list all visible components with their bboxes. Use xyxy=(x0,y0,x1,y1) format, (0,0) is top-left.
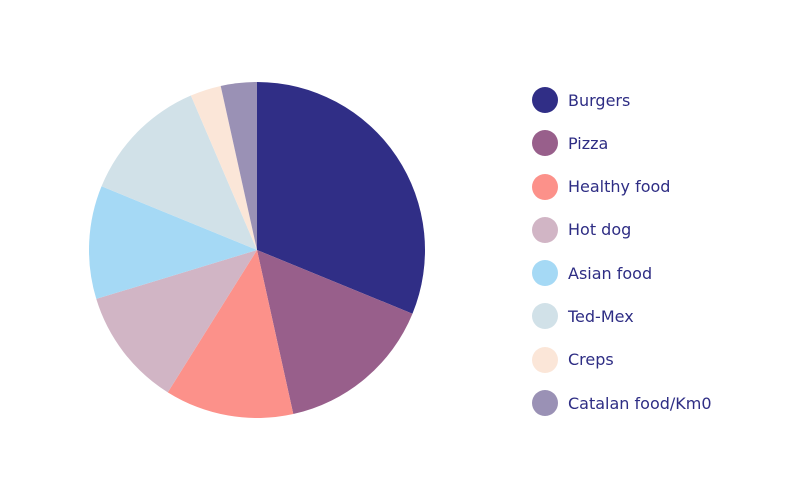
pie-slice-creps xyxy=(190,85,257,250)
legend-swatch-ted-mex xyxy=(532,303,558,330)
legend-item-ted-mex: Ted-Mex xyxy=(532,302,712,330)
legend-item-catalan-food: Catalan food/Km0 xyxy=(532,389,712,417)
pie-slice-pizza xyxy=(257,250,413,415)
legend-label-pizza: Pizza xyxy=(568,133,609,153)
legend-label-burgers: Burgers xyxy=(568,90,631,110)
pie-slice-healthy-food xyxy=(167,250,294,418)
legend-swatch-creps xyxy=(532,346,558,373)
legend-label-asian-food: Asian food xyxy=(568,263,653,283)
legend-item-burgers: Burgers xyxy=(532,86,712,114)
pie-slice-ted-mex xyxy=(101,95,257,250)
pie-slice-burgers xyxy=(257,82,426,314)
legend-item-hot-dog: Hot dog xyxy=(532,216,712,244)
legend-label-healthy-food: Healthy food xyxy=(568,177,671,197)
pie-slice-asian-food xyxy=(88,186,257,299)
legend-item-creps: Creps xyxy=(532,346,712,374)
legend-item-healthy-food: Healthy food xyxy=(532,173,712,201)
pie-slice-catalan-food-km0 xyxy=(220,82,257,250)
legend-swatch-pizza xyxy=(532,130,558,157)
legend-label-creps: Creps xyxy=(568,350,614,370)
legend-swatch-burgers xyxy=(532,87,558,113)
legend-swatch-asian-food xyxy=(532,260,558,287)
legend-swatch-healthy-food xyxy=(532,173,558,200)
legend-label-catalan-food: Catalan food/Km0 xyxy=(568,393,712,413)
pie-slice-hot-dog xyxy=(96,250,257,393)
legend-swatch-catalan-food xyxy=(532,390,558,417)
chart-legend: Burgers Pizza Healthy food Hot dog Asian… xyxy=(532,86,712,432)
legend-swatch-hot-dog xyxy=(532,216,558,243)
legend-label-ted-mex: Ted-Mex xyxy=(568,306,634,326)
legend-item-pizza: Pizza xyxy=(532,129,712,157)
legend-item-asian-food: Asian food xyxy=(532,259,712,287)
legend-label-hot-dog: Hot dog xyxy=(568,220,632,240)
